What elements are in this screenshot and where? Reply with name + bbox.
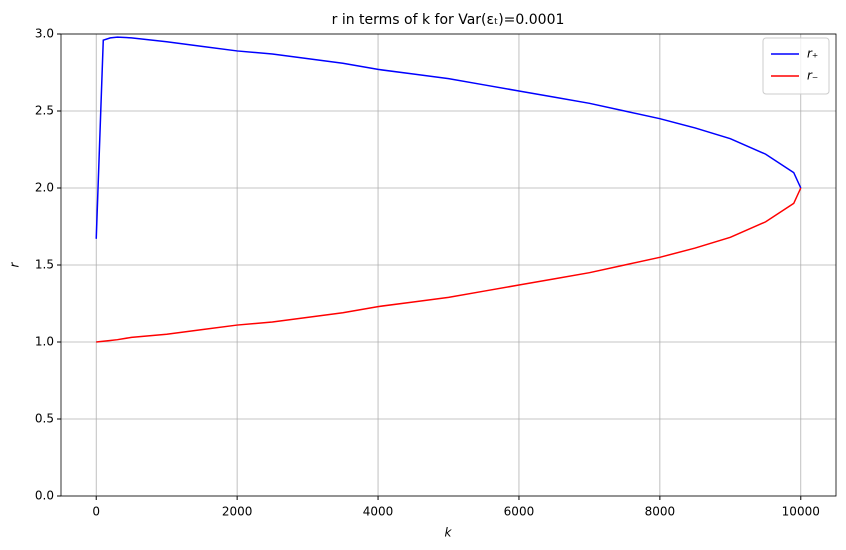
y-axis-label: r [8,261,22,267]
x-tick-label: 10000 [782,505,820,519]
x-tick-label: 0 [92,505,100,519]
x-tick-label: 2000 [222,505,253,519]
x-axis-label: k [445,526,453,540]
plot-frame [60,33,837,497]
y-tick-label: 2.0 [35,181,54,195]
y-tick-label: 1.5 [35,258,54,272]
y-tick-label: 1.0 [35,335,54,349]
y-tick-label: 3.0 [35,27,54,41]
x-tick-label: 8000 [645,505,676,519]
x-tick-label: 6000 [504,505,535,519]
y-tick-label: 0.5 [35,412,54,426]
chart-title: r in terms of k for Var(εₜ)=0.0001 [332,12,565,28]
series-line [96,187,802,343]
legend-label: r₋ [807,69,818,83]
series-line [95,36,802,239]
legend-label: r₊ [807,47,818,61]
legend-box [762,37,830,95]
y-tick-label: 0.0 [35,489,54,503]
x-tick-label: 4000 [363,505,394,519]
y-tick-label: 2.5 [35,104,54,118]
